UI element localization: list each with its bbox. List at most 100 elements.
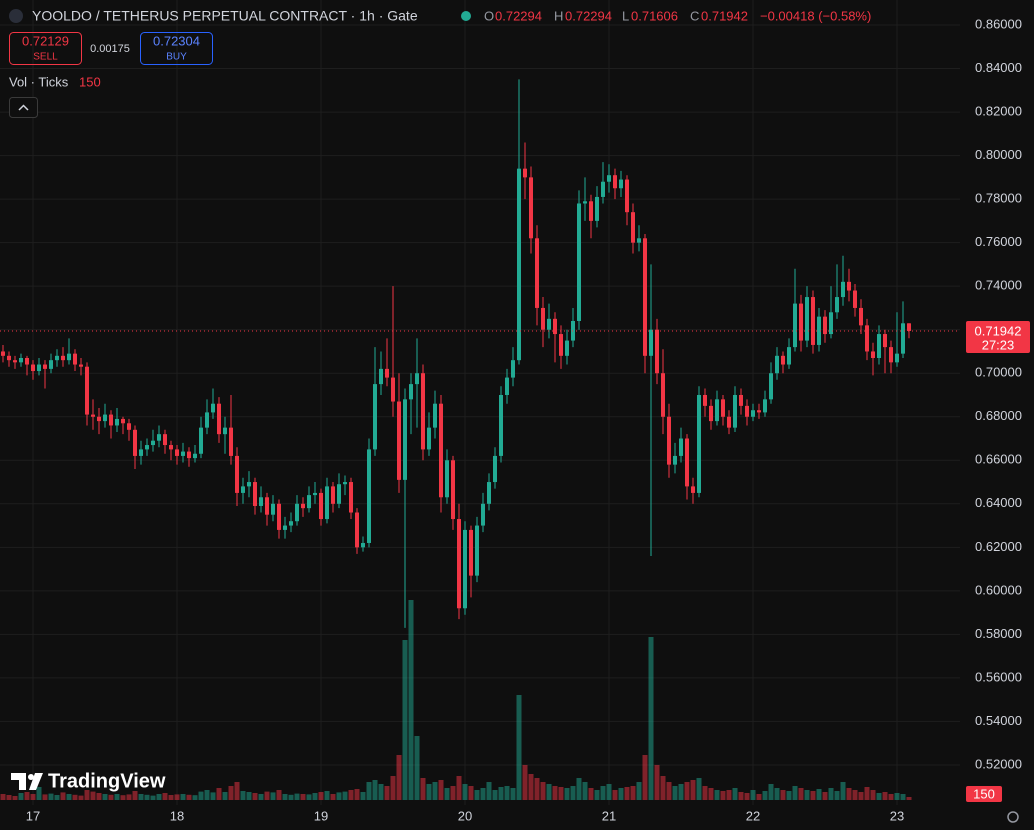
- volume-bar: [240, 791, 246, 800]
- volume-bar: [774, 788, 780, 800]
- brand: TradingView: [48, 770, 166, 792]
- candle-body: [751, 410, 755, 417]
- volume-bar: [612, 790, 618, 800]
- volume-bar: [150, 795, 156, 800]
- candle-body: [727, 416, 731, 428]
- candle-body: [697, 394, 701, 493]
- sell-button[interactable]: [9, 32, 82, 65]
- candle-body: [517, 168, 521, 361]
- volume-tag-value: 150: [973, 786, 995, 801]
- volume-bar: [306, 794, 312, 800]
- volume-bar: [750, 790, 756, 800]
- volume-bar: [492, 790, 498, 800]
- x-tick-label: 20: [458, 808, 472, 823]
- volume-bar: [636, 782, 642, 800]
- candle-body: [835, 297, 839, 313]
- candle-body: [169, 445, 173, 450]
- change: −0.00418 (−0.58%): [760, 8, 871, 23]
- volume-layer: [0, 600, 912, 800]
- y-tick-label: 0.56000: [975, 669, 1022, 684]
- volume-legend-value: 150: [79, 74, 101, 89]
- volume-bar: [72, 794, 78, 800]
- volume-bar: [474, 790, 480, 800]
- volume-bar: [870, 790, 876, 800]
- price-tag-value: 0.71942: [975, 323, 1022, 338]
- candle-body: [811, 297, 815, 345]
- volume-bar: [456, 776, 462, 800]
- ohlc-label: C: [690, 8, 699, 23]
- candle-body: [55, 355, 59, 361]
- y-tick-label: 0.60000: [975, 582, 1022, 597]
- volume-bar: [744, 793, 750, 800]
- candle-body: [691, 486, 695, 493]
- volume-bar: [792, 786, 798, 800]
- candle-body: [61, 355, 65, 361]
- volume-bar: [198, 791, 204, 800]
- volume-bar: [66, 794, 72, 800]
- candle-body: [763, 399, 767, 413]
- sell-price: 0.72129: [22, 33, 69, 48]
- candle-body: [769, 373, 773, 400]
- volume-bar: [132, 791, 138, 800]
- volume-bar: [714, 790, 720, 800]
- candle-body: [199, 427, 203, 454]
- volume-bar: [348, 790, 354, 800]
- volume-bar: [138, 794, 144, 800]
- candle-body: [43, 364, 47, 369]
- volume-bar: [318, 792, 324, 800]
- volume-bar: [432, 782, 438, 800]
- volume-bar: [600, 786, 606, 800]
- volume-bar: [144, 794, 150, 800]
- candle-layer: [0, 79, 960, 628]
- buy-button[interactable]: [140, 32, 213, 65]
- candle-body: [259, 497, 263, 506]
- ohlc-label: L: [622, 8, 629, 23]
- volume-bar: [414, 736, 420, 800]
- candle-body: [379, 368, 383, 385]
- candle-body: [685, 438, 689, 487]
- candle-body: [151, 440, 155, 446]
- candle-body: [601, 181, 605, 197]
- volume-bar: [840, 782, 846, 800]
- candle-body: [91, 414, 95, 417]
- volume-bar: [360, 792, 366, 800]
- candle-body: [277, 503, 281, 530]
- candle-body: [373, 384, 377, 450]
- volume-bar: [498, 787, 504, 800]
- x-tick-label: 18: [170, 808, 184, 823]
- volume-bar: [36, 787, 42, 800]
- candle-body: [817, 316, 821, 345]
- candle-body: [289, 521, 293, 526]
- candle-body: [541, 307, 545, 330]
- volume-bar: [366, 782, 372, 800]
- candle-body: [595, 196, 599, 221]
- volume-legend: Vol · Ticks: [9, 74, 69, 89]
- y-tick-label: 0.82000: [975, 104, 1022, 119]
- candle-body: [247, 482, 251, 487]
- volume-bar: [462, 784, 468, 800]
- volume-bar: [504, 786, 510, 800]
- volume-bar: [210, 792, 216, 800]
- candle-body: [883, 334, 887, 348]
- volume-bar: [6, 795, 12, 800]
- candle-body: [463, 529, 467, 609]
- candle-body: [487, 482, 491, 504]
- settings-icon[interactable]: [1007, 811, 1019, 823]
- volume-bar: [642, 755, 648, 800]
- collapse-button[interactable]: [9, 97, 38, 118]
- volume-bar: [846, 788, 852, 800]
- candle-body: [73, 353, 77, 365]
- volume-bar: [576, 778, 582, 800]
- candle-body: [619, 179, 623, 189]
- y-tick-label: 0.58000: [975, 626, 1022, 641]
- y-tick-label: 0.54000: [975, 713, 1022, 728]
- ohlc-value: 0.71606: [631, 8, 678, 23]
- volume-bar: [216, 788, 222, 800]
- volume-bar: [228, 786, 234, 800]
- volume-bar: [234, 782, 240, 800]
- candle-body: [193, 453, 197, 459]
- y-tick-label: 0.84000: [975, 60, 1022, 75]
- volume-bar: [186, 794, 192, 800]
- candle-body: [229, 427, 233, 456]
